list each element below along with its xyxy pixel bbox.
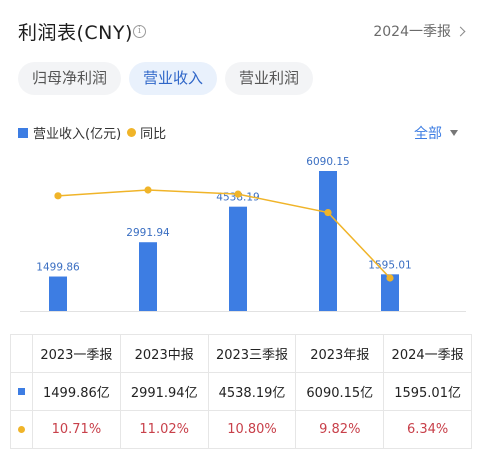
header: 利润表(CNY) i 2024一季报 (0, 0, 480, 58)
table-header-cell: 2023三季报 (207, 334, 297, 373)
bar-data-label: 2991.94 (126, 227, 170, 239)
caret-down-icon (450, 130, 458, 136)
table-cell: 6090.15亿 (295, 372, 385, 411)
legend-bar-label: 营业收入(亿元) (33, 127, 122, 142)
table-header-cell: 2023中报 (119, 334, 209, 373)
table-cell: 10.71% (32, 410, 121, 449)
legend-line-label: 同比 (140, 127, 167, 142)
table-row-yoy: 10.71% 11.02% 10.80% 9.82% 6.34% (10, 410, 472, 449)
table-cell: 10.80% (207, 410, 297, 449)
tab-revenue[interactable]: 营业收入 (129, 62, 218, 95)
line-legend-icon (127, 128, 137, 137)
dot-marker-icon (18, 426, 25, 433)
bar-data-label: 1595.01 (368, 259, 411, 271)
chevron-right-icon (455, 26, 466, 36)
bar-data-label: 1499.86 (36, 262, 80, 274)
bar (319, 171, 337, 311)
bar-legend-icon (18, 127, 28, 138)
table-row-revenue: 1499.86亿 2991.94亿 4538.19亿 6090.15亿 1595… (10, 372, 472, 411)
yoy-point (54, 192, 62, 200)
bar (229, 206, 247, 311)
info-icon[interactable]: i (133, 25, 146, 38)
bar-marker-icon (18, 388, 25, 395)
table-header-cell: 2023一季报 (32, 334, 121, 373)
tab-operating-profit[interactable]: 营业利润 (225, 62, 314, 95)
bar-data-label: 6090.15 (306, 156, 349, 168)
filter-dropdown[interactable]: 全部 (414, 123, 458, 143)
tab-net-profit[interactable]: 归母净利润 (18, 62, 122, 95)
yoy-point (324, 208, 332, 217)
table-cell: 1595.01亿 (383, 372, 472, 411)
table-header-row: 2023一季报 2023中报 2023三季报 2023年报 2024一季报 (10, 334, 472, 373)
bar (139, 242, 157, 311)
period-label: 2024一季报 (373, 24, 451, 40)
table-cell: 6.34% (383, 410, 472, 449)
bar (49, 276, 67, 311)
yoy-point (144, 186, 152, 194)
table-cell: 2991.94亿 (119, 372, 209, 411)
yoy-point (386, 274, 394, 282)
table-cell: 4538.19亿 (207, 372, 297, 411)
table-cell: 11.02% (119, 410, 209, 449)
metric-tabs: 归母净利润 营业收入 营业利润 (18, 62, 314, 95)
table-cell: 1499.86亿 (32, 372, 121, 411)
data-table: 2023一季报 2023中报 2023三季报 2023年报 2024一季报 14… (10, 334, 472, 449)
period-selector[interactable]: 2024一季报 (373, 21, 466, 41)
table-header-cell: 2023年报 (295, 334, 385, 373)
yoy-point (234, 190, 242, 198)
filter-label: 全部 (414, 126, 442, 142)
bar (381, 274, 399, 311)
chart-legend: 营业收入(亿元) 同比 (18, 123, 166, 142)
table-header-cell: 2024一季报 (383, 334, 472, 373)
page-title: 利润表(CNY) (18, 22, 133, 44)
table-cell: 9.82% (295, 410, 385, 449)
